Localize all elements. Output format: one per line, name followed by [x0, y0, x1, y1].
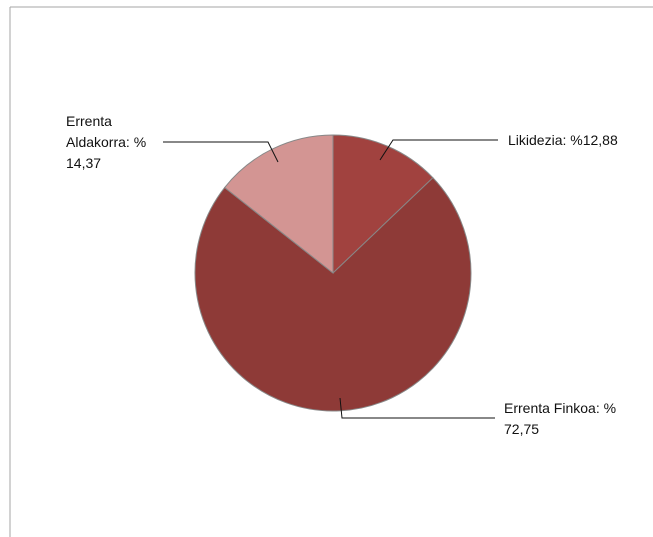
data-label-line: Likidezia: %12,88: [508, 132, 618, 148]
data-label-line: Aldakorra: %: [66, 134, 146, 150]
data-label-errenta-finkoa: Errenta Finkoa: % 72,75: [504, 400, 616, 437]
leader-line-errenta-finkoa: [339, 397, 495, 419]
data-label-errenta-aldakorra: Errenta Aldakorra: % 14,37: [66, 113, 146, 171]
leader-lines: [163, 139, 498, 419]
leader-line-likidezia: [379, 139, 498, 161]
data-label-line: 14,37: [66, 155, 101, 171]
pie-slice-likidezia: [332, 134, 434, 275]
pie-slice-errenta-finkoa: [194, 177, 472, 412]
data-label-line: Errenta Finkoa: %: [504, 400, 616, 416]
data-label-line: 72,75: [504, 421, 539, 437]
leader-line-errenta-aldakorra: [163, 141, 279, 163]
data-label-likidezia: Likidezia: %12,88: [508, 132, 618, 148]
pie-slices: [194, 134, 472, 412]
pie-slice-errenta-aldakorra: [223, 134, 334, 275]
data-label-line: Errenta: [66, 113, 112, 129]
